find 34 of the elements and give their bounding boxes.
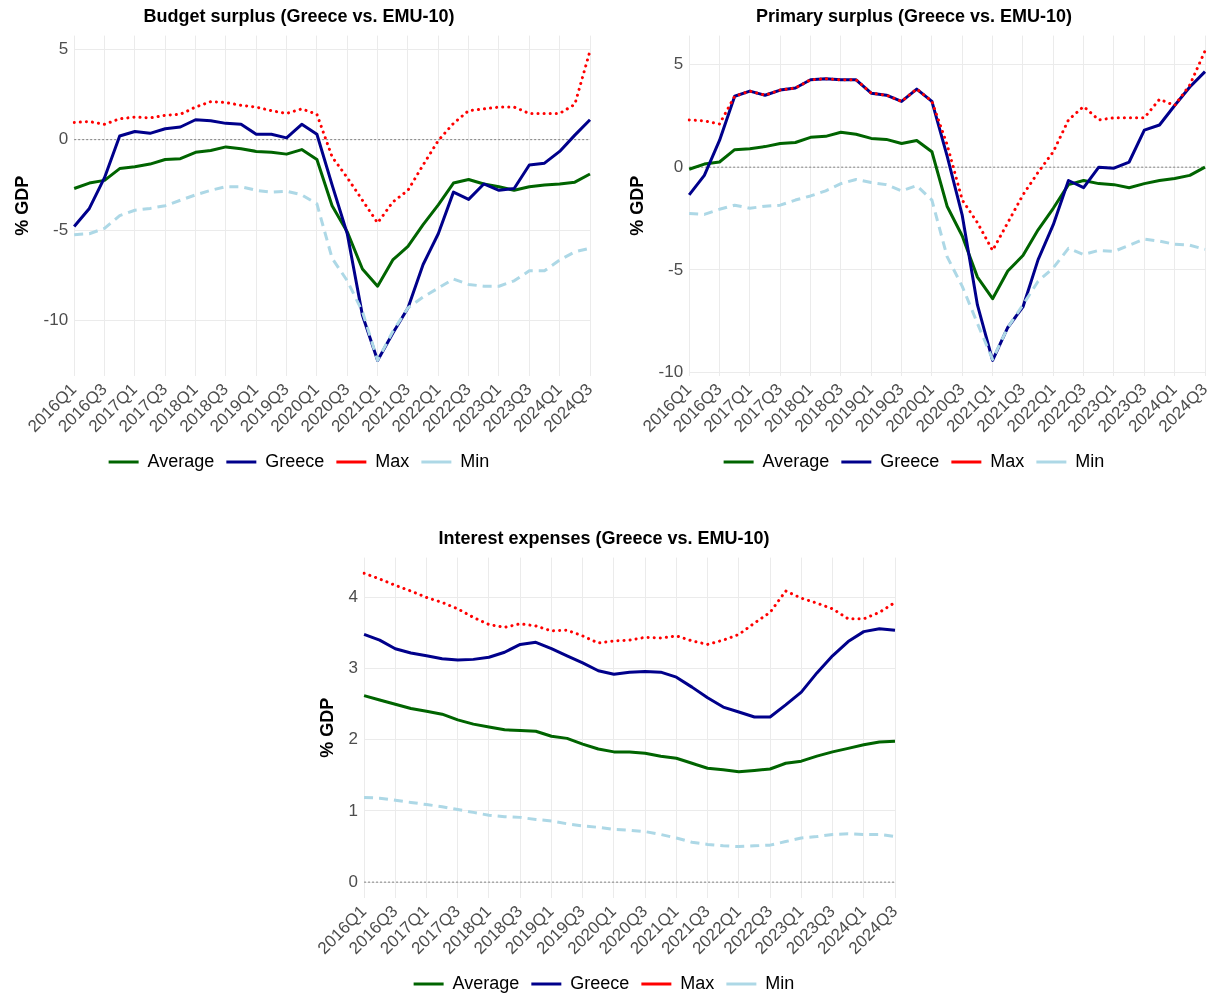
- legend-label: Average: [452, 972, 520, 993]
- legend-label: Average: [147, 450, 215, 471]
- y-tick-label: -5: [668, 259, 684, 279]
- y-tick-label: 1: [348, 800, 359, 820]
- y-tick-label: 3: [348, 658, 359, 678]
- y-tick-label: -10: [43, 310, 69, 330]
- chart-title: Primary surplus (Greece vs. EMU-10): [755, 5, 1073, 26]
- legend-label: Min: [1075, 450, 1105, 471]
- y-tick-label: -10: [658, 362, 684, 382]
- line-series: [687, 177, 1207, 361]
- y-tick-label: -5: [53, 219, 69, 239]
- y-axis-title: % GDP: [316, 697, 337, 758]
- y-tick-label: 0: [348, 871, 359, 891]
- y-tick-label: 2: [348, 729, 359, 749]
- chart-title: Budget surplus (Greece vs. EMU-10): [143, 5, 455, 26]
- y-axis-title: % GDP: [626, 175, 647, 236]
- line-series: [687, 49, 1207, 252]
- y-tick-label: 0: [673, 156, 684, 176]
- y-axis-title: % GDP: [11, 175, 32, 236]
- legend-label: Min: [460, 450, 490, 471]
- legend-label: Greece: [880, 450, 940, 471]
- legend-label: Average: [762, 450, 830, 471]
- legend-label: Greece: [265, 450, 325, 471]
- y-tick-label: 5: [673, 54, 684, 74]
- legend-label: Max: [375, 450, 410, 471]
- legend-label: Greece: [570, 972, 630, 993]
- legend-label: Max: [680, 972, 715, 993]
- y-tick-label: 4: [348, 587, 359, 607]
- legend-label: Min: [765, 972, 795, 993]
- y-tick-label: 0: [58, 129, 69, 149]
- y-tick-label: 5: [58, 38, 69, 58]
- legend-label: Max: [990, 450, 1025, 471]
- chart-title: Interest expenses (Greece vs. EMU-10): [438, 527, 770, 548]
- line-series: [362, 571, 897, 646]
